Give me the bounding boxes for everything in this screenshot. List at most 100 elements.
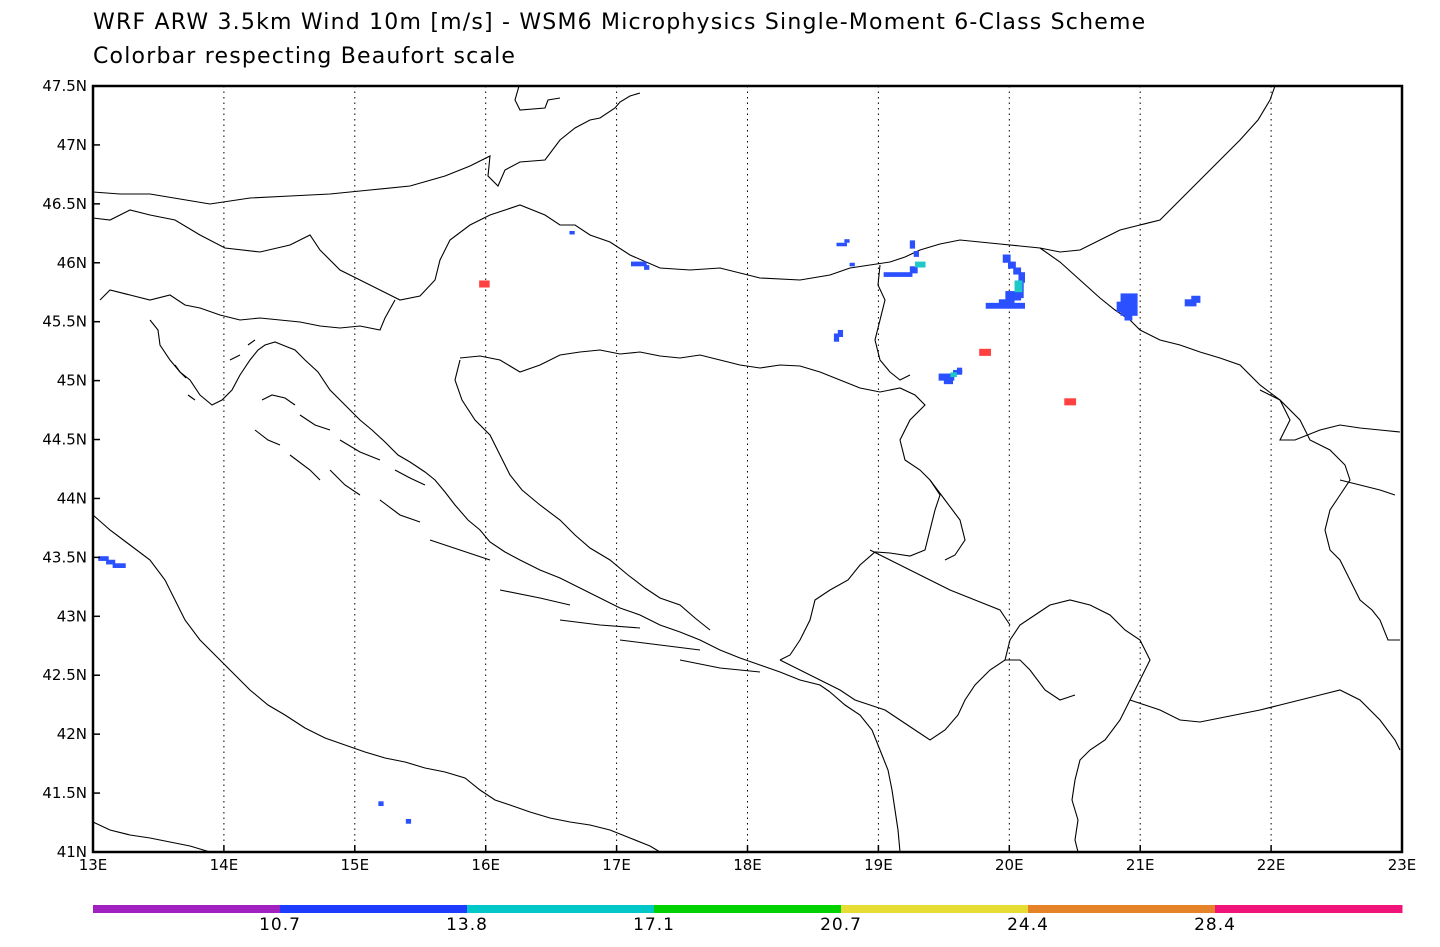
wind-cell-blue xyxy=(909,266,918,274)
border-bulgaria xyxy=(1259,389,1400,641)
lon-tick-label: 15E xyxy=(341,856,370,874)
wind-cell-blue xyxy=(938,373,955,381)
wind-cell-blue xyxy=(998,299,1015,306)
wind-cell-blue xyxy=(106,559,116,565)
lon-tick-label: 14E xyxy=(210,856,239,874)
wind-cell-blue xyxy=(1007,261,1016,269)
lat-tick-label: 41.5N xyxy=(42,784,87,802)
border-hungary-romania xyxy=(1039,247,1401,441)
lon-tick-label: 22E xyxy=(1257,856,1286,874)
wind-cell-blue xyxy=(630,261,647,267)
colorbar-segment xyxy=(654,905,842,913)
lat-tick-label: 42N xyxy=(57,725,87,743)
lat-tick-label: 46.5N xyxy=(42,195,87,213)
wind-speed-cells xyxy=(98,230,1201,824)
colorbar-segment xyxy=(1215,905,1403,913)
coast-istria xyxy=(149,319,831,693)
coastlines-and-borders xyxy=(92,85,1401,853)
colorbar-label: 17.1 xyxy=(633,915,675,935)
colorbar-segment xyxy=(467,905,655,913)
border-croatia-serbia xyxy=(874,264,911,381)
wind-cell-blue xyxy=(1191,295,1201,303)
lat-tick-label: 47N xyxy=(57,136,87,154)
border-croatia-bosnia xyxy=(459,349,941,661)
wind-cell-red xyxy=(1064,398,1077,406)
wind-cell-blue xyxy=(644,265,650,270)
wind-cell-cyan xyxy=(950,372,957,378)
colorbar-label: 13.8 xyxy=(446,915,488,935)
colorbar-segment xyxy=(280,905,468,913)
wind-cell-blue xyxy=(837,329,844,338)
wind-cell-blue xyxy=(1005,291,1022,301)
wind-cell-blue xyxy=(569,230,575,235)
coast-italy-south xyxy=(92,821,211,853)
wind-cell-blue xyxy=(956,367,963,373)
lat-tick-label: 45.5N xyxy=(42,313,87,331)
lon-tick-label: 20E xyxy=(995,856,1024,874)
wind-cell-blue xyxy=(913,250,919,257)
lat-tick-label: 43.5N xyxy=(42,548,87,566)
istria-detail xyxy=(174,339,256,401)
lon-tick-label: 23E xyxy=(1388,856,1417,874)
lon-tick-label: 21E xyxy=(1126,856,1155,874)
wind-cell-blue xyxy=(1013,267,1022,275)
border-serbia-south xyxy=(869,549,1011,626)
lat-tick-label: 45N xyxy=(57,372,87,390)
colorbar-label: 20.7 xyxy=(820,915,862,935)
wind-cell-cyan xyxy=(1014,280,1023,293)
wind-cell-cyan xyxy=(915,261,926,268)
colorbar-label: 28.4 xyxy=(1194,915,1236,935)
wind-cell-blue xyxy=(1124,314,1133,321)
wind-cell-blue xyxy=(405,819,412,824)
axis-labels: 13E 14E 15E 16E 17E 18E 19E 20E 21E 22E 23E 41N 41.5… xyxy=(42,77,1416,874)
wind-cell-red xyxy=(979,348,991,356)
border-italy-slovenia xyxy=(99,289,396,331)
border-bosnia-serbia xyxy=(929,479,966,561)
wind-cell-blue xyxy=(985,302,1026,309)
border-austria-hungary xyxy=(514,85,561,111)
graticule xyxy=(223,86,1272,852)
lat-tick-label: 44.5N xyxy=(42,431,87,449)
lon-tick-label: 18E xyxy=(733,856,762,874)
map-frame xyxy=(91,84,1404,854)
border-hungary-croatia xyxy=(869,85,1276,266)
wind-cell-blue xyxy=(836,242,847,247)
wind-cell-blue xyxy=(112,563,126,568)
lat-tick-label: 47.5N xyxy=(42,77,87,95)
map-title: WRF ARW 3.5km Wind 10m [m/s] - WSM6 Micr… xyxy=(93,10,1147,35)
colorbar-segment xyxy=(1028,905,1216,913)
wind-cell-blue xyxy=(1184,299,1197,307)
colorbar: 10.7 13.8 17.1 20.7 24.4 28.4 xyxy=(93,905,1403,935)
wind-cell-blue xyxy=(844,239,850,243)
border-kosovo xyxy=(1004,599,1151,853)
islands-2 xyxy=(261,394,426,486)
border-slovenia-croatia xyxy=(92,204,871,301)
border-bulgaria-east xyxy=(1339,479,1396,496)
wind-cell-blue xyxy=(909,240,916,249)
border-montenegro xyxy=(779,659,1076,741)
wind-cell-blue xyxy=(1018,272,1026,283)
lat-tick-label: 42.5N xyxy=(42,666,87,684)
border-croatia-bosnia-west xyxy=(454,359,711,631)
lat-tick-label: 46N xyxy=(57,254,87,272)
wind-cell-red xyxy=(479,280,490,288)
border-north-slovenia xyxy=(92,92,641,205)
wind-cell-blue xyxy=(943,378,954,385)
wind-cell-blue xyxy=(1120,293,1138,316)
wind-cell-blue xyxy=(98,556,109,561)
wind-cell-blue xyxy=(849,262,855,267)
colorbar-segment xyxy=(93,905,281,913)
coast-albania xyxy=(829,691,901,853)
colorbar-label: 24.4 xyxy=(1007,915,1049,935)
wind-cell-blue xyxy=(378,801,384,807)
wind-cell-blue xyxy=(833,333,840,342)
coast-italy xyxy=(92,514,661,853)
map-subtitle: Colorbar respecting Beaufort scale xyxy=(93,44,517,69)
colorbar-segment xyxy=(841,905,1029,913)
lon-tick-label: 13E xyxy=(79,856,108,874)
lat-tick-label: 44N xyxy=(57,489,87,507)
lat-tick-label: 43N xyxy=(57,607,87,625)
lat-tick-label: 41N xyxy=(57,843,87,861)
wind-cell-blue xyxy=(1002,254,1011,263)
